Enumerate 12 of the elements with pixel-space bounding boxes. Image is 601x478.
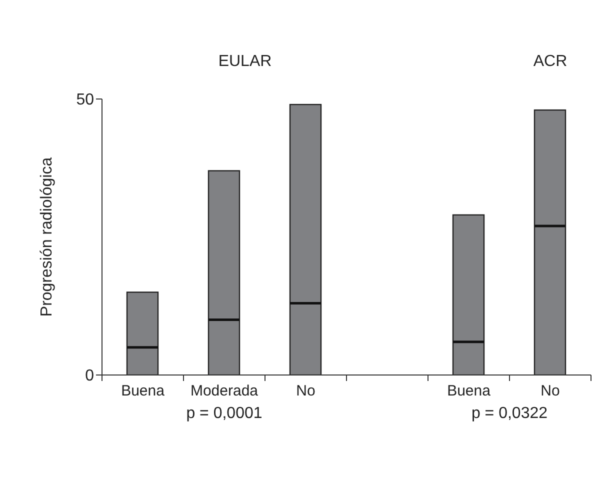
text: ACR (533, 53, 568, 70)
x-tick-label: Moderada (190, 382, 259, 400)
x-tick-label: No (296, 382, 316, 400)
y-tick-label: 0 (85, 368, 94, 385)
y-tick-label: 50 (76, 92, 94, 109)
x-tick-label: No (540, 382, 560, 400)
text: p = 0,0322 (471, 405, 548, 422)
text: EULAR (218, 53, 272, 70)
text: p = 0,0001 (186, 405, 262, 422)
x-tick-label: Buena (447, 382, 492, 400)
x-tick-label: Buena (121, 382, 166, 400)
y-axis-title: Progresión radiológica (38, 157, 56, 317)
